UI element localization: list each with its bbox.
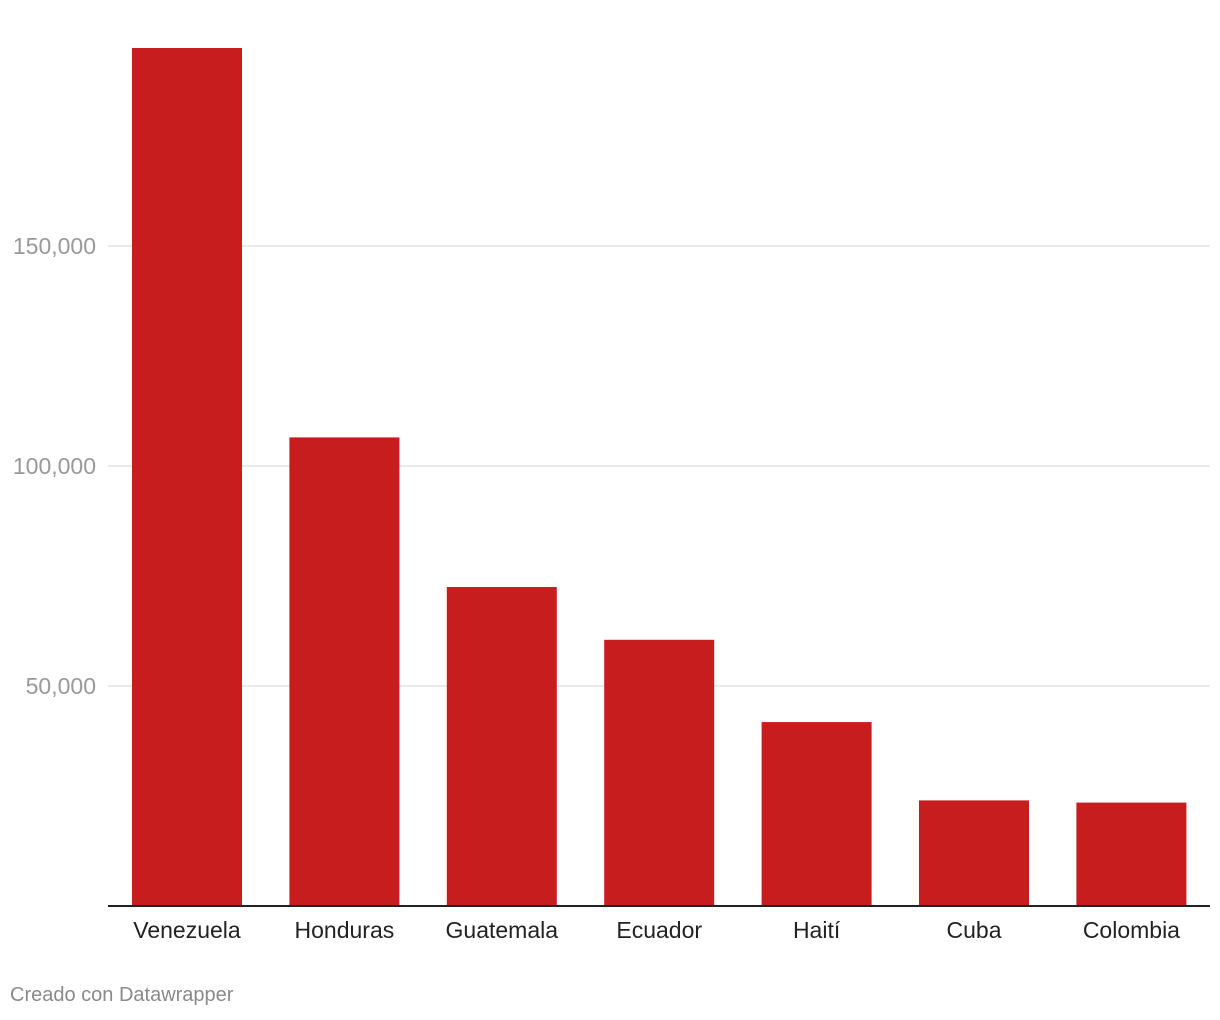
x-axis-category-labels: Venezuela Honduras Guatemala Ecuador Haití Cu… (133, 917, 1180, 943)
bar (761, 722, 872, 906)
bar (1076, 802, 1187, 906)
x-category-label: Ecuador (616, 917, 702, 943)
bar-chart: 50,000 100,000 150,000 Venezuela Honduras Gu… (13, 48, 1210, 943)
x-category-label: Colombia (1083, 917, 1180, 943)
y-tick-label: 50,000 (26, 673, 96, 699)
bar (289, 437, 400, 906)
grid-lines (108, 245, 1210, 687)
y-axis-tick-labels: 50,000 100,000 150,000 (13, 233, 96, 699)
x-category-label: Haití (793, 917, 841, 943)
bar (604, 639, 715, 906)
bars (132, 48, 1187, 906)
x-category-label: Cuba (947, 917, 1002, 943)
bar (919, 800, 1029, 906)
x-category-label: Venezuela (133, 917, 241, 943)
y-tick-label: 150,000 (13, 233, 96, 259)
x-category-label: Guatemala (446, 917, 559, 943)
credit-text: Creado con Datawrapper (10, 984, 234, 1006)
bar (132, 48, 242, 906)
bar (446, 587, 557, 906)
x-category-label: Honduras (295, 917, 395, 943)
y-tick-label: 100,000 (13, 453, 96, 479)
